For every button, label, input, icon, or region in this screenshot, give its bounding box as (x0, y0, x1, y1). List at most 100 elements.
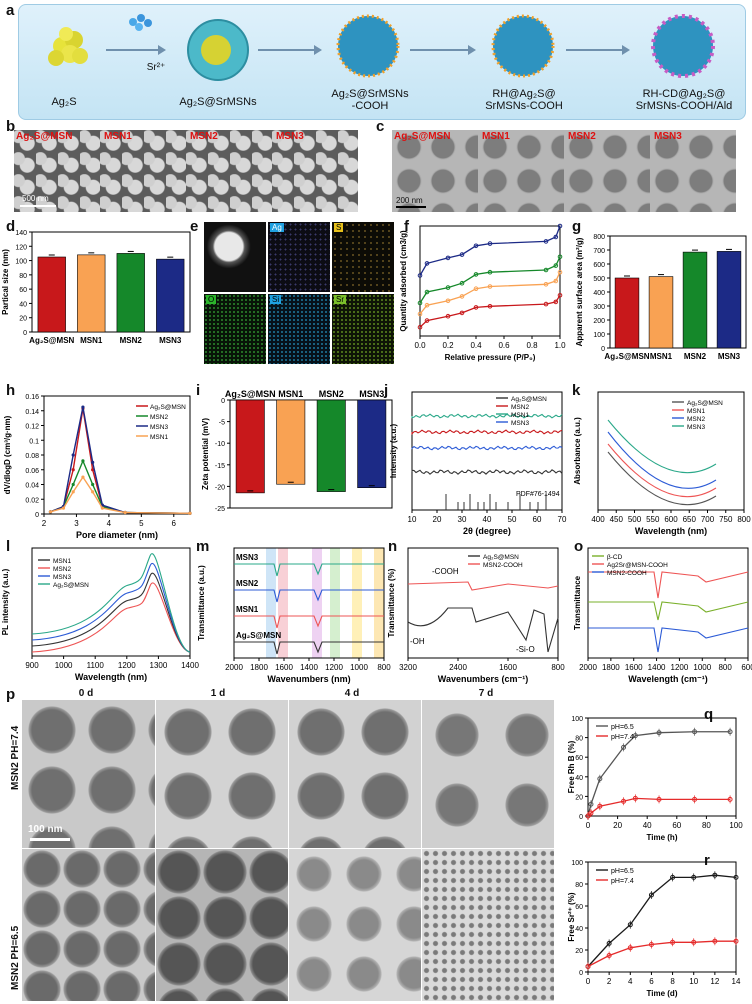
y-axis-label: Transmittance (573, 575, 582, 630)
scheme-step: Ag₂S@SrMSNs (179, 96, 257, 108)
highlight-band (374, 548, 384, 658)
tem-image (156, 700, 288, 848)
y-tick-label: 100 (593, 332, 605, 339)
data-point (188, 511, 192, 515)
x-tick-label: 30 (458, 515, 467, 524)
panel-label-g: g (572, 218, 582, 235)
legend-label: pH=6.5 (611, 724, 634, 731)
x-tick-label: 600 (741, 663, 752, 672)
fit-line (587, 874, 737, 967)
data-point (553, 299, 559, 305)
y-tick-label: 40 (19, 301, 27, 308)
legend-label: MSN2-COOH (483, 562, 523, 569)
sem-label: MSN1 (104, 131, 132, 142)
x-tick-label: 1000 (693, 663, 711, 672)
legend-label: pH=7.4 (611, 878, 634, 885)
y-tick-label: 0.06 (25, 468, 39, 475)
bar (316, 399, 346, 492)
data-point (61, 506, 66, 510)
category-label: MSN2 (319, 389, 344, 399)
data-point (123, 510, 127, 515)
scheme-step: Ag₂S (51, 96, 77, 108)
data-point (424, 302, 430, 308)
bar (357, 399, 387, 488)
x-tick-label: 800 (737, 515, 751, 524)
plot-frame (229, 399, 393, 509)
panel-label-c: c (376, 118, 385, 135)
data-point (553, 278, 559, 284)
x-tick-label: 3 (74, 519, 79, 528)
data-point (424, 261, 430, 266)
sem-label: MSN2 (190, 131, 218, 142)
data-point (71, 490, 75, 494)
x-tick-label: 2 (42, 519, 47, 528)
data-point (473, 286, 479, 291)
x-tick-label: 12 (710, 977, 719, 986)
y-tick-label: 60 (575, 755, 583, 762)
annotation: -Si-O (516, 645, 535, 654)
data-point (553, 263, 559, 268)
spectrum-line (407, 607, 559, 653)
eds-label: O (206, 295, 217, 304)
y-tick-label: 60 (575, 904, 583, 911)
x-tick-label: 1200 (671, 663, 689, 672)
y-tick-label: 600 (593, 262, 605, 269)
tem-label: MSN2 (568, 131, 596, 142)
data-point (459, 252, 465, 257)
legend-label: MSN2 (511, 404, 529, 411)
x-tick-label: 1000 (55, 661, 73, 670)
x-tick-label: 50 (508, 515, 517, 524)
x-tick-label: 1800 (602, 663, 620, 672)
y-tick-label: 20 (575, 794, 583, 801)
y-tick-label: 60 (19, 287, 27, 294)
x-tick-label: 800 (551, 663, 565, 672)
y-tick-label: 500 (593, 276, 605, 283)
y-axis-label: Transmittance (%) (387, 568, 396, 637)
bar (156, 258, 185, 333)
data-point (459, 280, 465, 286)
data-point (91, 482, 95, 487)
y-tick-label: 140 (15, 230, 27, 237)
distribution-line (50, 475, 191, 514)
legend-label: Ag₂S@MSN (483, 554, 519, 561)
tem-image (22, 700, 155, 848)
tem-scale-label: 200 nm (396, 196, 423, 205)
panel-label-q: q (704, 706, 714, 723)
scheme-drawing (48, 14, 715, 81)
y-tick-label: 20 (575, 948, 583, 955)
x-tick-label: 100 (729, 821, 743, 830)
x-axis-label: Wavelength (nm) (75, 672, 147, 682)
data-point (543, 267, 549, 273)
data-point (445, 285, 451, 290)
series-label: MSN2 (236, 579, 259, 588)
legend-label: MSN3 (687, 424, 705, 431)
category-label: MSN3 (359, 389, 384, 399)
y-tick-label: 0.14 (25, 409, 39, 416)
data-point (557, 254, 563, 260)
tem-image (289, 849, 421, 1001)
data-point (81, 459, 85, 463)
spectrum-line (234, 563, 384, 577)
y-axis-label: Quantity adsorbed (cm3/g) (399, 230, 408, 332)
panel-label-e: e (190, 218, 199, 235)
x-tick-label: 500 (628, 515, 642, 524)
eds-map-si (268, 294, 330, 364)
fit-line (587, 731, 731, 817)
x-axis-label: Wavenumbers (cm⁻¹) (438, 674, 528, 684)
x-tick-label: 1400 (181, 661, 199, 670)
data-point (100, 506, 104, 510)
category-label: Ag₂S@MSN (29, 336, 74, 345)
spectrum-line (607, 451, 717, 506)
data-point (417, 324, 423, 330)
panel-label-d: d (6, 218, 16, 235)
ag2s-cluster (48, 27, 88, 66)
category-label: Ag₂S@MSN (604, 352, 649, 361)
tem-scale-bar (30, 838, 70, 841)
data-point (424, 289, 430, 295)
x-tick-label: 800 (377, 663, 391, 672)
x-tick-label: 700 (701, 515, 715, 524)
y-tick-label: 0.08 (25, 453, 39, 460)
spectrum-line (407, 581, 559, 591)
